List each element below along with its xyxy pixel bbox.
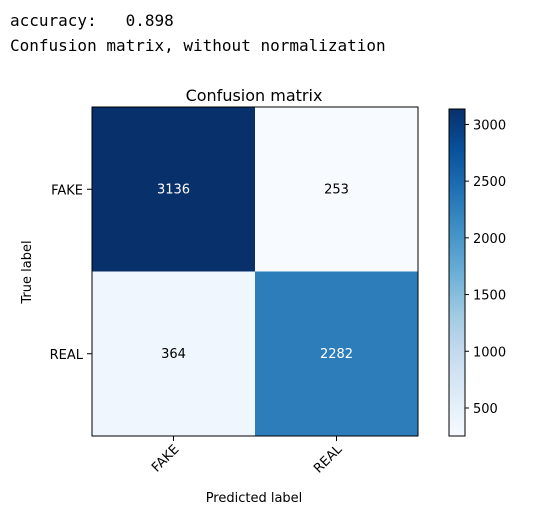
console-output: accuracy: 0.898 Confusion matrix, without… (10, 8, 386, 58)
heatmap-cells: 3136 253 364 2282 (92, 107, 418, 436)
x-axis-ticks: FAKE REAL (149, 436, 346, 476)
x-tick-label: REAL (311, 442, 346, 477)
colorbar-tick-label: 1500 (473, 289, 506, 304)
heatmap-cell (92, 271, 255, 436)
x-axis-label: Predicted label (206, 491, 303, 506)
y-tick-label: FAKE (51, 183, 83, 198)
accuracy-line: accuracy: 0.898 (10, 11, 174, 30)
colorbar-tick-label: 1000 (473, 345, 506, 360)
colorbar-tick-label: 500 (473, 402, 498, 417)
colorbar-ticks: 500 1000 1500 2000 2500 3000 (465, 118, 506, 417)
cell-value-label: 364 (161, 347, 186, 362)
heatmap-cell (255, 107, 418, 272)
x-tick-label: FAKE (149, 442, 182, 475)
heatmap-cell (255, 271, 418, 436)
cell-value-label: 3136 (157, 182, 190, 197)
matrix-caption-line: Confusion matrix, without normalization (10, 36, 386, 55)
y-tick-label: REAL (50, 348, 84, 363)
heatmap-cell (92, 107, 255, 272)
colorbar-tick-label: 2500 (473, 175, 506, 190)
colorbar-tick-label: 2000 (473, 232, 506, 247)
cell-value-label: 253 (324, 182, 349, 197)
cell-value-label: 2282 (320, 347, 353, 362)
plot-frame (91, 106, 419, 437)
colorbar-tick-label: 3000 (473, 118, 506, 133)
y-axis-ticks: FAKE REAL (50, 183, 92, 363)
colorbar (448, 108, 466, 437)
chart-title: Confusion matrix (186, 86, 323, 105)
y-axis-label: True label (20, 240, 35, 304)
